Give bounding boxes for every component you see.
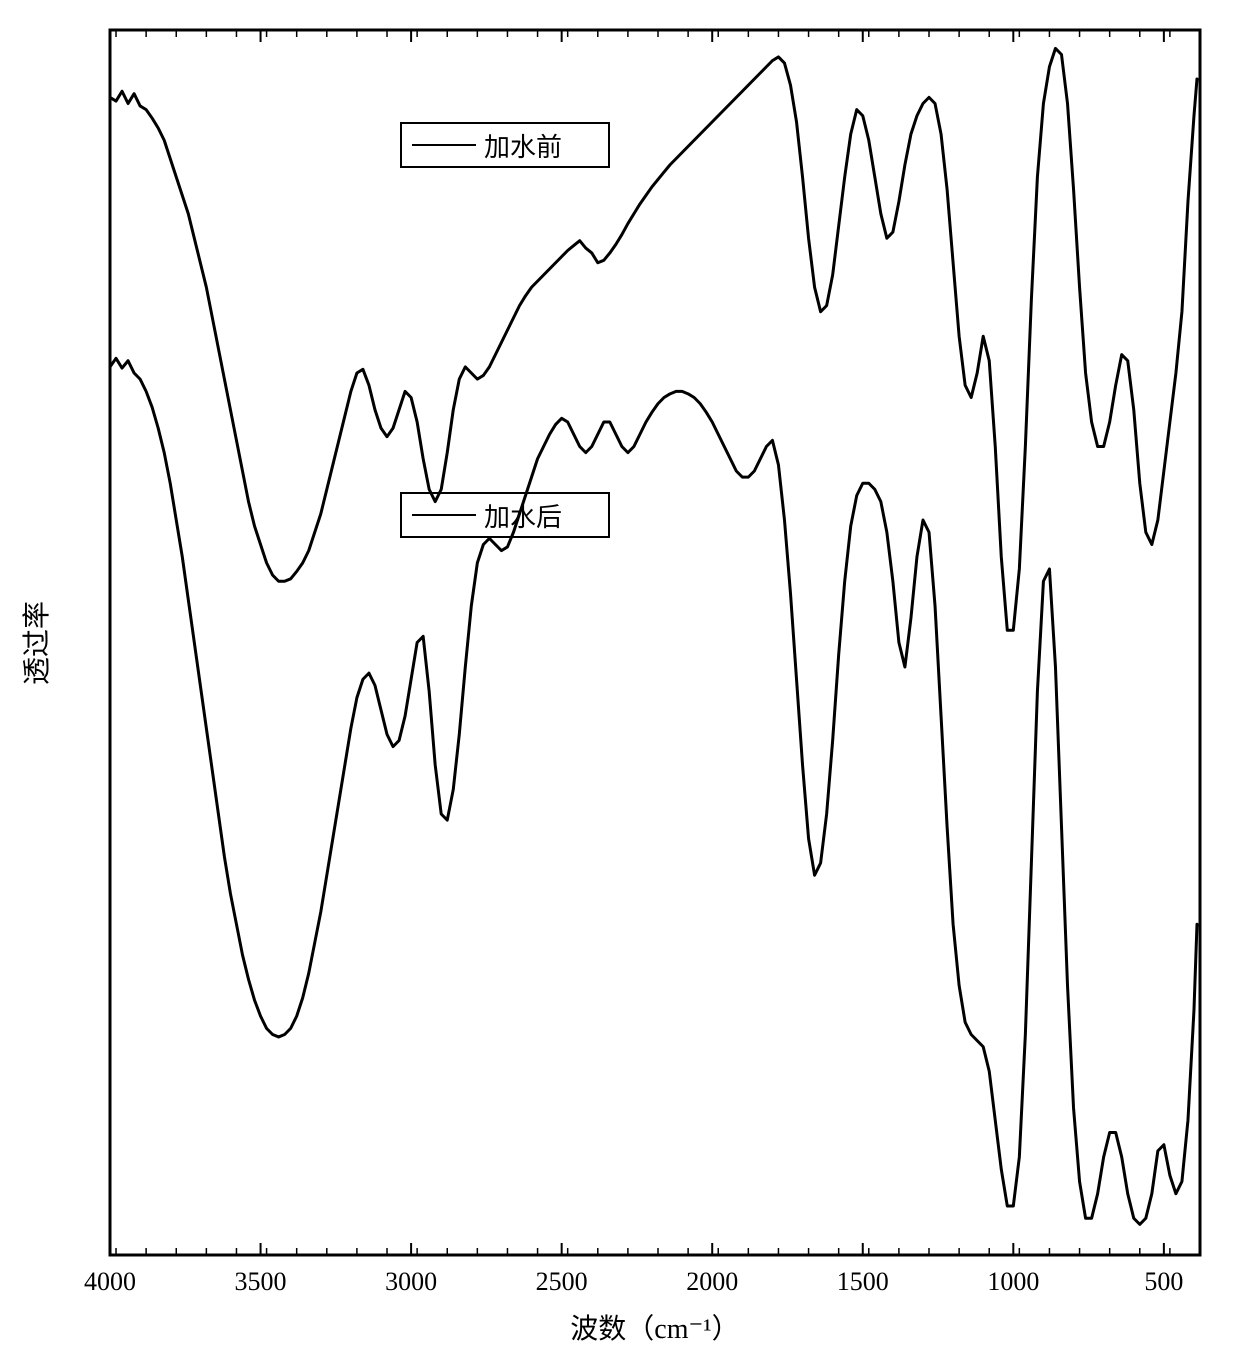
x-axis-label: 波数（cm⁻¹）: [570, 1307, 739, 1347]
chart-svg: [0, 0, 1240, 1365]
legend: 加水后: [400, 492, 610, 538]
legend-line: [412, 514, 476, 516]
legend-label: 加水后: [484, 497, 562, 534]
x-tick-label: 3500: [235, 1267, 287, 1297]
x-tick-label: 2500: [536, 1267, 588, 1297]
x-tick-label: 1000: [987, 1267, 1039, 1297]
ir-spectrum-figure: 透过率 波数（cm⁻¹） 4000 3500 3000 2500 2000 1500 100…: [0, 0, 1240, 1365]
x-tick-label: 2000: [686, 1267, 738, 1297]
legend-label: 加水前: [484, 127, 562, 164]
legend: 加水前: [400, 122, 610, 168]
x-tick-label: 500: [1144, 1267, 1183, 1297]
legend-line: [412, 144, 476, 146]
x-tick-label: 4000: [84, 1267, 136, 1297]
x-tick-label: 3000: [385, 1267, 437, 1297]
y-axis-label: 透过率: [15, 600, 55, 684]
x-tick-label: 1500: [837, 1267, 889, 1297]
